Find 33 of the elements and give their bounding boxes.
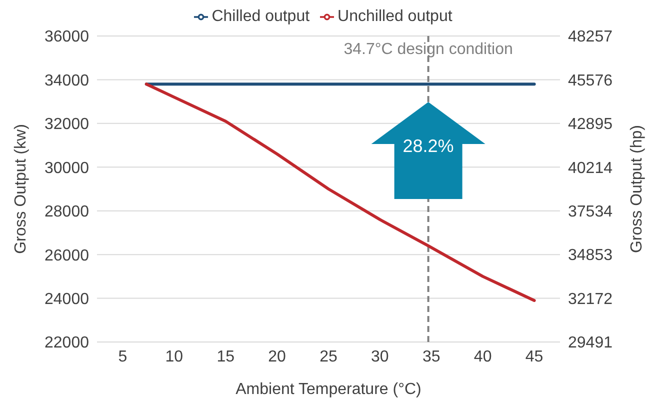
y2-tick-label: 48257	[568, 28, 613, 46]
ref-line-label: 34.7°C design condition	[344, 41, 513, 58]
x-axis-title: Ambient Temperature (°C)	[236, 381, 422, 398]
y-tick-label: 32000	[44, 116, 90, 134]
y2-tick-label: 34853	[568, 247, 613, 264]
y2-tick-label: 42895	[568, 116, 613, 134]
x-tick-label: 30	[371, 348, 389, 366]
x-tick-label: 15	[216, 348, 235, 366]
x-tick-label: 5	[118, 348, 128, 366]
y-tick-label: 34000	[44, 72, 90, 90]
y-tick-label: 22000	[44, 334, 90, 352]
legend-label: Chilled output	[212, 8, 310, 25]
y-axis-title: Gross Output (kw)	[12, 124, 30, 254]
x-tick-label: 20	[268, 348, 286, 366]
y-tick-label: 30000	[44, 160, 90, 177]
y2-tick-label: 45576	[568, 72, 613, 90]
y2-tick-label: 32172	[568, 290, 613, 308]
x-tick-label: 40	[474, 348, 492, 366]
y-tick-label: 26000	[44, 247, 90, 264]
y2-tick-label: 29491	[568, 334, 613, 352]
x-tick-label: 45	[525, 348, 544, 366]
line-series	[144, 82, 536, 302]
legend-label: Unchilled output	[338, 8, 452, 25]
annotation: 28.2%	[402, 136, 454, 156]
x-tick-label: 10	[165, 348, 184, 366]
y-tick-label: 36000	[44, 28, 90, 46]
y-tick-label: 24000	[44, 290, 90, 308]
x-tick-label: 25	[320, 348, 338, 366]
y-tick-label: 28000	[44, 204, 90, 221]
y2-tick-label: 40214	[568, 160, 613, 177]
y2-axis-title: Gross Output (hp)	[628, 124, 646, 254]
x-tick-label: 35	[422, 348, 440, 366]
y2-tick-label: 37534	[568, 204, 613, 221]
